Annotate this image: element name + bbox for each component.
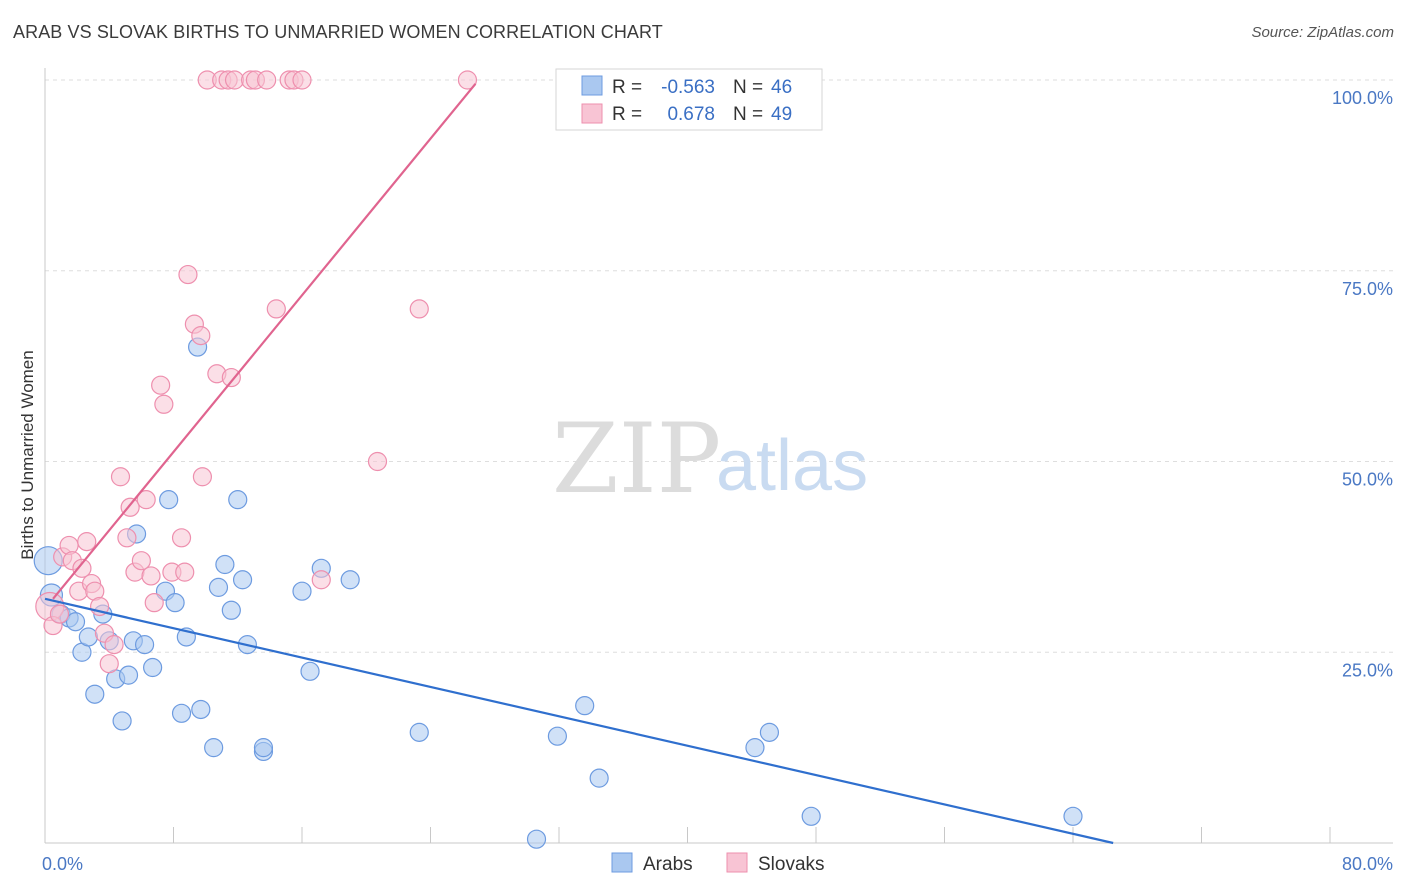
arabs-point	[118, 665, 139, 685]
slovaks-point	[191, 326, 211, 346]
arabs-point	[340, 570, 360, 590]
slovaks-point	[175, 562, 195, 582]
slovaks-point	[110, 467, 131, 487]
legend-bottom-slovaks-swatch	[726, 852, 748, 873]
x-tick-label: 0.0%	[42, 854, 83, 874]
data-points	[33, 70, 1083, 849]
gridlines	[45, 79, 1393, 653]
slovaks-point	[49, 604, 70, 624]
slovaks-point	[311, 570, 331, 590]
legend-bottom-arabs-swatch	[611, 852, 633, 873]
arabs-point	[526, 829, 547, 849]
arabs-point	[300, 661, 320, 681]
arabs-point	[78, 627, 98, 647]
source-label: Source: ZipAtlas.com	[1251, 24, 1394, 41]
arabs-point	[745, 738, 765, 758]
slovaks-point	[292, 70, 312, 90]
slovaks-point	[136, 490, 156, 510]
chart-title: ARAB VS SLOVAK BIRTHS TO UNMARRIED WOMEN…	[13, 22, 663, 42]
slovaks-point	[171, 528, 192, 548]
legend-slovaks-n-label: N =	[733, 104, 763, 125]
slovaks-point	[77, 532, 97, 552]
arabs-point	[292, 581, 312, 601]
arabs-trend-line	[44, 597, 1114, 845]
legend-slovaks-n-value: 49	[771, 104, 792, 125]
arabs-point	[232, 570, 253, 590]
arabs-point	[801, 806, 821, 826]
slovaks-point	[104, 635, 124, 655]
arabs-point	[143, 657, 163, 678]
watermark-atlas: atlas	[716, 426, 868, 506]
slovaks-point	[221, 367, 241, 388]
slovaks-trend-line	[52, 83, 477, 600]
legend-arabs-n-value: 46	[771, 77, 792, 98]
arabs-point	[759, 722, 780, 742]
slovaks-point	[154, 394, 174, 414]
legend-slovaks-swatch	[581, 103, 603, 124]
arabs-point	[253, 738, 274, 758]
slovaks-point	[144, 593, 164, 613]
slovaks-point	[192, 467, 213, 487]
legend-stats: R = -0.563 N = 46 R = 0.678 N = 49	[555, 68, 823, 131]
slovaks-point	[131, 551, 151, 571]
slovaks-point	[266, 299, 286, 319]
slovaks-point	[99, 654, 119, 674]
y-tick-labels: 25.0% 50.0% 75.0% 100.0%	[1332, 88, 1393, 680]
legend-arabs-n-label: N =	[733, 77, 763, 98]
y-tick-label: 50.0%	[1342, 470, 1393, 490]
y-tick-label: 75.0%	[1342, 279, 1393, 299]
arabs-point	[221, 600, 241, 620]
slovaks-point	[178, 264, 198, 285]
slovaks-point	[151, 375, 171, 395]
slovaks-point	[257, 70, 277, 90]
slovaks-point	[224, 70, 245, 90]
axes	[44, 68, 1393, 844]
watermark: ZIP atlas	[552, 403, 868, 515]
arabs-point	[134, 635, 155, 655]
legend-bottom-slovaks-label: Slovaks	[758, 854, 825, 875]
legend-series: Arabs Slovaks	[611, 852, 825, 875]
arabs-point	[409, 722, 429, 742]
arabs-point	[215, 554, 235, 575]
arabs-point	[228, 490, 248, 510]
y-tick-label: 25.0%	[1342, 660, 1393, 680]
slovaks-point	[72, 558, 92, 578]
arabs-point	[165, 593, 185, 613]
legend-slovaks-r-label: R =	[612, 104, 642, 125]
legend-bottom-arabs-label: Arabs	[643, 854, 693, 875]
slovaks-point	[117, 528, 137, 548]
slovaks-point	[141, 566, 161, 586]
slovaks-point	[409, 299, 429, 319]
slovaks-point	[457, 70, 478, 90]
x-tick-label: 80.0%	[1342, 854, 1393, 874]
arabs-point	[204, 738, 224, 758]
arabs-point	[85, 684, 105, 704]
arabs-point	[208, 577, 229, 597]
arabs-point	[547, 726, 567, 746]
y-tick-label: 100.0%	[1332, 88, 1393, 108]
y-axis-title: Births to Unmarried Women	[18, 350, 37, 559]
arabs-point	[191, 699, 211, 720]
legend-arabs-r-label: R =	[612, 77, 642, 98]
arabs-point	[575, 696, 595, 716]
arabs-point	[112, 711, 132, 731]
arabs-point	[171, 703, 192, 723]
watermark-zip: ZIP	[552, 403, 721, 515]
slovaks-point	[367, 451, 388, 472]
legend-arabs-swatch	[581, 75, 603, 96]
legend-arabs-r-value: -0.563	[661, 77, 715, 98]
arabs-point	[65, 612, 86, 632]
trend-lines	[44, 83, 1114, 845]
x-tick-labels: 0.0% 80.0%	[42, 854, 1393, 874]
legend-slovaks-r-value: 0.678	[667, 104, 715, 125]
arabs-point	[159, 490, 179, 510]
arabs-point	[589, 768, 609, 788]
arabs-point	[1063, 806, 1083, 826]
